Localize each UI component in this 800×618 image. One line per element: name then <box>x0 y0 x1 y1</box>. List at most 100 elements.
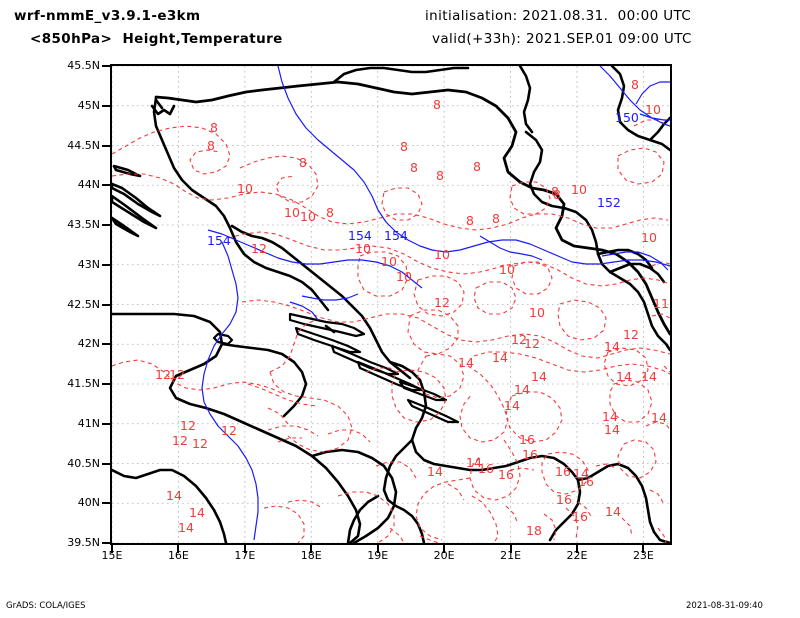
temperature-contour-label: 14 <box>466 455 482 470</box>
temperature-contour-label: 14 <box>641 369 657 384</box>
temperature-contour-label: 8 <box>492 211 500 226</box>
x-axis-tick <box>111 545 113 553</box>
temperature-contour-label: 16 <box>498 467 514 482</box>
x-axis-tick-label: 20E <box>433 549 455 562</box>
x-axis-tick-label: 19E <box>367 549 389 562</box>
temperature-contour-label: 8 <box>400 139 408 154</box>
temperature-contour-label: 14 <box>651 410 667 425</box>
temperature-contour-label: 14 <box>178 520 194 535</box>
valid-time: valid(+33h): 2021.SEP.01 09:00 UTC <box>432 31 692 47</box>
x-axis-tick-label: 21E <box>500 549 522 562</box>
temperature-contour-label: 10 <box>645 102 661 117</box>
temperature-contour-label: 12 <box>524 336 540 351</box>
y-axis-tick <box>102 224 110 226</box>
temperature-contour-label: 8 <box>299 155 307 170</box>
y-axis-tick-label: 44.5N <box>67 138 100 152</box>
y-axis-tick-label: 39.5N <box>67 536 100 549</box>
y-axis-tick-label: 45N <box>77 98 100 112</box>
temperature-contour-label: 16 <box>556 492 572 507</box>
y-axis-tick-label: 43.5N <box>67 218 100 231</box>
x-axis-tick <box>576 545 578 553</box>
y-axis-tick <box>102 343 110 346</box>
y-axis-tick-label: 42.5N <box>67 297 100 311</box>
x-axis-tick-label: 23E <box>632 549 654 562</box>
temperature-contour-label: 8 <box>631 77 639 92</box>
temperature-contour-label: 14 <box>616 369 632 384</box>
temperature-contour-label: 10 <box>396 269 412 284</box>
temperature-contour-label: 10 <box>300 209 316 224</box>
y-axis-tick <box>102 383 110 385</box>
height-contour-label: 154 <box>348 228 372 243</box>
temperature-contour-label: 18 <box>526 523 542 538</box>
temperature-contour-label: 12 <box>251 241 267 256</box>
initialisation-time: initialisation: 2021.08.31. 00:00 UTC <box>425 8 692 24</box>
temperature-contour-label: 8 <box>410 160 418 175</box>
temperature-contour-label: 11 <box>653 296 669 311</box>
temperature-contour-label: 10 <box>641 230 657 245</box>
height-contour-label: 150 <box>615 110 639 125</box>
temperature-contour-label: 12 <box>511 332 527 347</box>
plot-clip-region <box>112 66 670 543</box>
y-axis-tick-label: 43N <box>77 257 100 271</box>
temperature-contour-label: 16 <box>478 461 494 476</box>
temperature-contour-label: 10 <box>381 254 397 269</box>
y-axis-tick <box>102 184 110 187</box>
temperature-contour-label: 14 <box>514 382 530 397</box>
y-axis-tick <box>102 65 110 67</box>
height-contours <box>201 66 670 541</box>
contour-map-plot[interactable] <box>110 64 672 545</box>
temperature-contour-label: 14 <box>166 488 182 503</box>
grads-credit: GrADS: COLA/IGES <box>6 601 86 611</box>
x-axis-tick <box>376 545 379 553</box>
y-axis-tick <box>102 502 110 505</box>
level-field-subtitle: <850hPa> Height,Temperature <box>30 31 283 47</box>
x-axis-tick-label: 22E <box>566 549 588 562</box>
temperature-contour-label: 16 <box>578 474 594 489</box>
x-axis-tick-label: 15E <box>101 549 123 562</box>
x-axis-tick <box>243 545 246 553</box>
temperature-contour-label: 12 <box>434 295 450 310</box>
temperature-contours <box>112 119 670 543</box>
temperature-contour-label: 8 <box>553 187 561 202</box>
temperature-contour-label: 8 <box>473 159 481 174</box>
y-axis-tick <box>102 144 110 147</box>
render-stamp: 2021-08-31-09:40 <box>686 601 763 611</box>
temperature-contour-label: 8 <box>551 184 559 199</box>
temperature-contour-label: 8 <box>433 97 441 112</box>
y-axis-tick <box>102 263 110 266</box>
y-axis-tick <box>102 462 110 465</box>
x-axis-tick <box>509 545 512 553</box>
model-title: wrf-nmmE_v3.9.1-e3km <box>14 8 201 24</box>
x-axis-tick-label: 17E <box>234 549 256 562</box>
temperature-contour-label: 14 <box>427 464 443 479</box>
y-axis-tick-label: 41N <box>77 416 100 430</box>
temperature-contour-label: 8 <box>210 120 218 135</box>
temperature-contour-label: 14 <box>504 398 520 413</box>
x-axis-tick <box>443 545 446 553</box>
x-axis-tick-label: 18E <box>300 549 322 562</box>
temperature-contour-label: 16 <box>522 447 538 462</box>
temperature-contour-label: 8 <box>207 138 215 153</box>
temperature-contour-label: 12 <box>192 436 208 451</box>
temperature-contour-label: 14 <box>573 466 589 481</box>
y-axis-tick <box>102 303 110 306</box>
temperature-contour-label: 10 <box>529 305 545 320</box>
x-axis-tick <box>642 545 645 553</box>
temperature-contour-label: 10 <box>434 247 450 262</box>
y-axis-tick-label: 42N <box>77 337 100 351</box>
temperature-contour-label: 14 <box>458 355 474 370</box>
y-axis-tick-label: 41.5N <box>67 377 100 390</box>
temperature-contour-label: 10 <box>499 262 515 277</box>
temperature-contour-label: 12 <box>221 423 237 438</box>
map-contour-svg <box>112 66 670 543</box>
coastline-border-paths <box>112 66 670 543</box>
temperature-contour-label: 10 <box>237 181 253 196</box>
temperature-contour-label: 8 <box>326 205 334 220</box>
x-axis-tick-label: 16E <box>167 549 189 562</box>
temperature-contour-label: 8 <box>436 168 444 183</box>
temperature-contour-label: 16 <box>555 464 571 479</box>
y-axis-tick-label: 44N <box>77 178 100 192</box>
temperature-contour-label: 14 <box>492 350 508 365</box>
temperature-contour-label: 12 <box>623 327 639 342</box>
temperature-contour-label: 16 <box>572 509 588 524</box>
